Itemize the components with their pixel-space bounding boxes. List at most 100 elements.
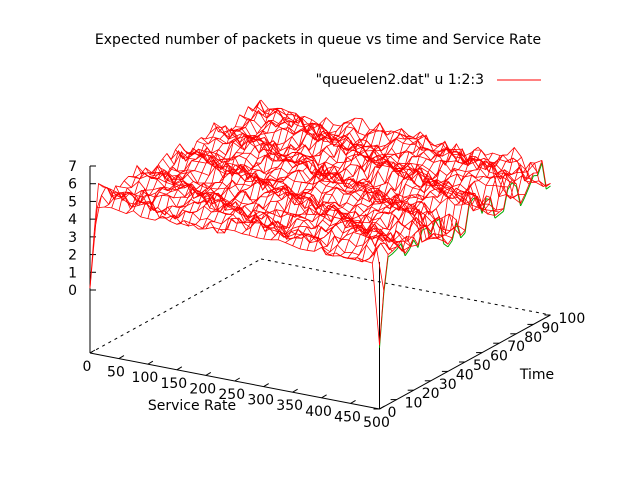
y-tick-label: 50 — [473, 358, 491, 374]
mesh-line-rate — [176, 121, 349, 225]
mesh-underside-segment — [391, 249, 397, 255]
chart-title: Expected number of packets in queue vs t… — [95, 32, 541, 48]
y-tick-label: 0 — [388, 405, 397, 421]
mesh-line-rate — [248, 131, 421, 236]
x-tick-label: 50 — [107, 365, 125, 381]
legend-label: "queuelen2.dat" u 1:2:3 — [316, 72, 484, 88]
mesh-underside-segment — [443, 243, 449, 248]
mesh-underside-segment — [545, 185, 551, 190]
back-right-line — [260, 258, 551, 316]
x-tick-mark — [176, 366, 183, 371]
z-tick-label: 2 — [68, 248, 77, 264]
back-left-line — [89, 258, 262, 354]
mesh-line-rate — [277, 140, 450, 241]
x-tick-mark — [234, 377, 241, 382]
mesh-line-rate — [335, 154, 508, 257]
x-tick-mark — [205, 371, 212, 376]
mesh-line-rate — [183, 117, 356, 227]
mesh-line-rate — [169, 125, 341, 222]
mesh-underside-segment — [502, 189, 509, 212]
mesh-underside-segment — [422, 227, 427, 231]
mesh-line-rate — [321, 152, 493, 256]
y-tick-label: 60 — [490, 349, 508, 365]
mesh-underside-segment — [520, 196, 526, 207]
mesh-underside-segment — [455, 222, 462, 239]
legend: "queuelen2.dat" u 1:2:3 — [316, 72, 541, 88]
surface-mesh — [89, 99, 551, 346]
mesh-underside-segment — [494, 214, 500, 219]
mesh-underside-segment — [447, 240, 453, 248]
x-tick-label: 200 — [189, 381, 216, 397]
z-tick-label: 3 — [68, 230, 77, 246]
x-tick-label: 0 — [83, 359, 92, 375]
x-tick-label: 350 — [276, 398, 303, 414]
x-tick-mark — [89, 349, 96, 354]
x-tick-mark — [350, 399, 356, 404]
mesh-line-time — [196, 140, 487, 209]
y-tick-label: 40 — [456, 367, 474, 383]
mesh-line-rate — [364, 166, 536, 262]
mesh-line-rate — [140, 115, 313, 218]
mesh-line-rate — [270, 142, 443, 241]
x-tick-label: 450 — [334, 409, 361, 425]
y-tick-label: 90 — [541, 320, 559, 336]
mesh-line-rate — [125, 111, 298, 214]
y-tick-label: 30 — [439, 377, 457, 393]
y-tick-label: 80 — [524, 330, 542, 346]
mesh-line-rate — [292, 146, 464, 246]
mesh-line-rate — [154, 117, 327, 221]
mesh-line-rate — [162, 121, 334, 220]
mesh-line-rate — [299, 147, 472, 250]
x-tick-mark — [147, 360, 154, 365]
mesh-underside-segment — [507, 182, 513, 190]
mesh-underside-segment — [438, 219, 445, 244]
z-tick-label: 5 — [68, 194, 77, 210]
x-tick-mark — [118, 355, 125, 360]
z-tick-label: 7 — [68, 159, 77, 175]
x-tick-label: 250 — [218, 387, 245, 403]
x-tick-mark — [379, 405, 385, 410]
mesh-line-rate — [263, 134, 435, 240]
mesh-underside-segment — [537, 162, 543, 176]
z-tick-label: 1 — [68, 265, 77, 281]
x-tick-label: 150 — [160, 376, 187, 392]
x-tick-mark — [292, 388, 298, 393]
mesh-line-rate — [212, 121, 385, 234]
mesh-underside-segment — [541, 162, 547, 190]
mesh-line-rate — [220, 129, 392, 234]
y-axis-label: Time — [519, 367, 554, 383]
mesh-line-rate — [357, 163, 530, 263]
mesh-line-rate — [205, 129, 377, 230]
mesh-line-rate — [147, 117, 320, 219]
x-axis-label: Service Rate — [148, 398, 236, 414]
x-axis-ticks: 0 50 100 150 200 250 300 350 400 450 500 — [83, 349, 390, 431]
mesh-line-rate — [241, 133, 414, 235]
x-tick-mark — [263, 383, 269, 388]
mesh-underside-segment — [417, 229, 423, 248]
x-tick-mark — [321, 394, 327, 399]
mesh-underside-segment — [524, 186, 530, 198]
mesh-line-rate — [314, 149, 486, 252]
z-tick-label: 0 — [68, 283, 77, 299]
mesh-line-rate — [285, 143, 457, 243]
mesh-line-time — [89, 206, 380, 346]
x-tick-label: 500 — [363, 415, 390, 431]
y-tick-label: 10 — [405, 396, 423, 412]
mesh-line-rate — [104, 109, 276, 208]
mesh-underside-segment — [451, 222, 457, 241]
surface-mesh-underside — [379, 162, 551, 348]
mesh-line-rate — [343, 147, 515, 259]
mesh-line-rate — [379, 160, 551, 346]
mesh-line-rate — [133, 112, 305, 212]
z-tick-label: 4 — [68, 212, 77, 228]
x-tick-label: 300 — [247, 393, 274, 409]
mesh-underside-segment — [404, 249, 410, 257]
y-tick-label: 70 — [507, 339, 525, 355]
x-tick-label: 100 — [132, 370, 159, 386]
mesh-line-rate — [89, 99, 262, 289]
y-tick-label: 20 — [422, 386, 440, 402]
y-tick-label: 100 — [559, 311, 586, 327]
